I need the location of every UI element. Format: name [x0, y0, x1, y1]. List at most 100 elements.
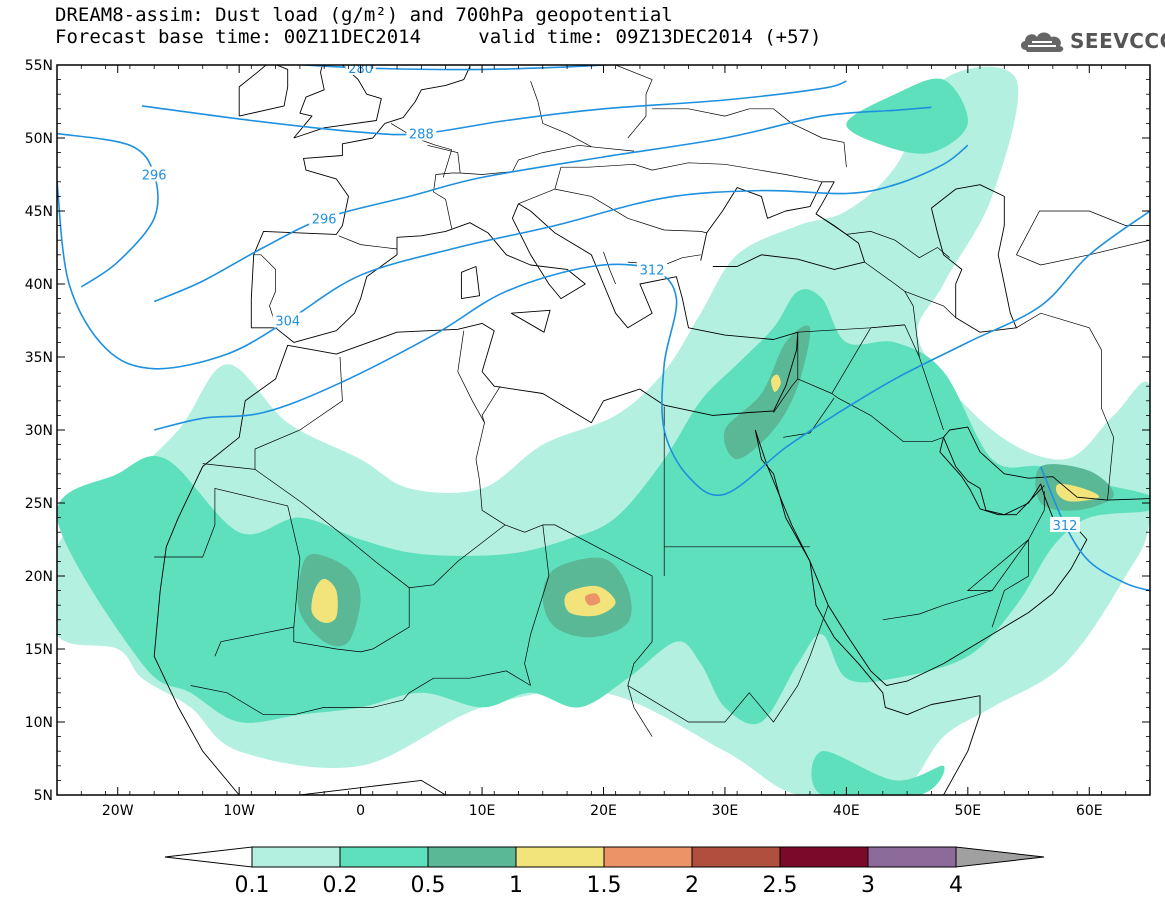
contour-label: 296: [142, 169, 167, 184]
country-border-33: [253, 254, 276, 326]
coastline-persian-gulf-arabia: [939, 437, 1045, 516]
country-border-29: [427, 144, 634, 175]
colorbar-level-label: 2: [685, 873, 699, 898]
colorbar-box-3: [515, 846, 605, 868]
dust-area-2: [846, 78, 969, 154]
country-border-2: [457, 330, 506, 526]
country-border-7: [524, 524, 550, 686]
country-border-34: [530, 80, 592, 148]
lat-tick-label: 25N: [25, 496, 53, 512]
cloud-icon: [1020, 32, 1064, 52]
colorbar-level-label: 0.2: [322, 873, 358, 898]
geopotential-contour-296: [57, 132, 159, 288]
colorbar-box-6: [779, 846, 869, 868]
coastline-britain: [293, 65, 382, 139]
contour-label-bg: [139, 166, 170, 182]
country-border-14: [797, 324, 905, 379]
colorbar-below-triangle: [164, 846, 253, 868]
lon-tick-label: 20W: [102, 803, 134, 819]
lat-tick-label: 40N: [25, 277, 53, 293]
valid-time: valid time: 09Z13DEC2014 (+57): [478, 26, 822, 48]
colorbar-box-5: [691, 846, 781, 868]
geopotential-contour-288: [141, 80, 847, 136]
colorbar-level-label: 4: [949, 873, 963, 898]
lon-tick-label: 50E: [954, 803, 981, 819]
country-border-36: [652, 108, 750, 117]
colorbar-box-1: [339, 846, 429, 868]
dust-load-shading: [57, 66, 1150, 795]
country-border-32: [338, 235, 398, 250]
colorbar-level-label: 0.1: [234, 873, 270, 898]
logo-text: SEEVCCC: [1070, 29, 1165, 53]
coastline-ireland: [238, 65, 289, 117]
lat-tick-label: 10N: [25, 715, 53, 731]
lat-tick-label: 20N: [25, 569, 53, 585]
country-border-16: [783, 397, 835, 438]
contour-label: 304: [275, 315, 300, 330]
chart-title-line2: Forecast base time: 00Z11DEC2014 valid t…: [55, 26, 821, 48]
contour-label-bg: [309, 210, 340, 226]
country-border-35: [615, 65, 653, 139]
coastline-europe-africa-asia: [239, 779, 447, 795]
country-border-6: [542, 524, 653, 737]
country-border-37: [749, 108, 847, 168]
lon-tick-label: 30E: [712, 803, 739, 819]
country-border-28: [554, 162, 823, 190]
colorbar-box-2: [427, 846, 517, 868]
country-border-21: [991, 539, 1029, 628]
colorbar-level-label: 2.5: [762, 873, 798, 898]
dust-area-3: [811, 751, 945, 795]
colorbar: [164, 846, 1045, 868]
country-border-11: [190, 670, 531, 716]
country-border-19: [1016, 312, 1114, 501]
geopotential-contour-312: [154, 210, 1150, 497]
coastline-red-sea-east: [754, 426, 1150, 686]
colorbar-level-label: 3: [861, 873, 875, 898]
country-border-22: [882, 590, 993, 621]
lon-tick-label: 20E: [590, 803, 617, 819]
lat-tick-label: 55N: [25, 58, 53, 74]
country-border-15: [831, 393, 944, 443]
country-border-27: [603, 251, 616, 285]
base-time: Forecast base time: 00Z11DEC2014: [55, 26, 422, 48]
lon-tick-label: 60E: [1076, 803, 1103, 819]
contour-label: 312: [640, 263, 665, 278]
lon-tick-label: 40E: [833, 803, 860, 819]
contour-label-bg: [406, 125, 437, 141]
contour-label-bg: [637, 261, 668, 277]
contour-label-bg: [1049, 516, 1080, 532]
country-border-23: [1015, 210, 1150, 266]
contour-label: 296: [312, 212, 337, 227]
country-border-9: [154, 487, 301, 628]
geopotential-contour-304: [57, 144, 969, 370]
country-border-18: [904, 290, 956, 318]
contour-label: 312: [1053, 519, 1078, 534]
country-border-1: [254, 356, 343, 470]
dust-area-8: [311, 578, 338, 623]
seevccc-logo: SEEVCCC: [1018, 26, 1165, 56]
chart-title-line1: DREAM8-assim: Dust load (g/m²) and 700hP…: [55, 4, 673, 26]
geopotential-contour-312: [1039, 466, 1150, 592]
dust-area-10: [771, 374, 781, 393]
geopotential-contour-296: [153, 106, 932, 303]
lat-tick-label: 15N: [25, 642, 53, 658]
dust-area-12: [584, 593, 601, 606]
country-border-8: [214, 587, 410, 657]
country-border-0: [254, 469, 543, 589]
country-border-24: [815, 213, 950, 259]
colorbar-box-0: [251, 846, 341, 868]
lat-tick-label: 30N: [25, 423, 53, 439]
contour-label: 288: [409, 128, 434, 143]
dust-area-6: [723, 325, 811, 460]
coastline-sicily: [510, 309, 551, 333]
coastline-italy-islands: [460, 266, 481, 300]
colorbar-box-7: [867, 846, 957, 868]
lat-tick-label: 5N: [34, 788, 53, 804]
colorbar-level-label: 1: [509, 873, 523, 898]
coastline-west-africa: [153, 66, 799, 795]
axes: 55N 50N 45N 40N 35N 30N 25N 20N 15N 10N 5N 20W 10W 0 1…: [25, 58, 1151, 819]
coastline-red-sea-west: [754, 429, 981, 795]
contour-label-bg: [272, 312, 303, 328]
country-border-13: [773, 324, 944, 431]
